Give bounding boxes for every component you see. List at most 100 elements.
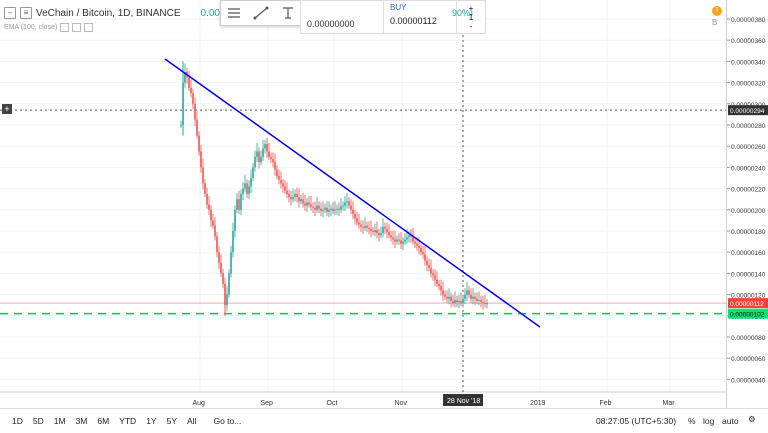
price-axis[interactable]: 0.00000380 0.00000360 0.00000340 0.00000320… — [726, 0, 768, 408]
buy-label: BUY — [390, 3, 407, 12]
quantity-stepper[interactable]: + 1 - — [456, 1, 485, 33]
candle-body — [422, 252, 424, 255]
auto-toggle[interactable]: auto — [722, 416, 739, 426]
candle-body — [388, 232, 390, 236]
candle-body — [278, 175, 280, 181]
candle-body — [406, 237, 408, 240]
candle-body — [342, 205, 344, 207]
symbol-flag-icon[interactable]: ≡ — [20, 7, 32, 19]
price-tick-label: 0.00000080 — [731, 335, 766, 342]
candle-body — [310, 204, 312, 207]
candle-body — [352, 209, 354, 215]
trendline[interactable] — [164, 58, 541, 328]
log-toggle[interactable]: log — [703, 416, 715, 426]
candle-body — [302, 199, 304, 204]
crosshair-date-bg — [443, 394, 483, 406]
drag-handle-icon[interactable] — [226, 6, 242, 20]
candle-body — [328, 209, 330, 212]
candle-body — [418, 245, 420, 248]
buy-price: 0.00000112 — [390, 16, 437, 26]
buy-button[interactable]: BUY 0.00000112 — [383, 1, 456, 33]
candle-body — [442, 290, 444, 295]
timeframe-all[interactable]: All — [187, 416, 197, 426]
candle-body — [298, 197, 300, 202]
price-tick-label: 0.00000200 — [731, 208, 766, 215]
ticker-b-icon: B — [712, 18, 718, 27]
indicator-settings-icon[interactable] — [72, 23, 82, 32]
support-price-label: 0.00000102 — [730, 312, 765, 319]
text-tool-icon[interactable] — [280, 6, 296, 20]
candle-body — [350, 205, 352, 210]
candle-body — [264, 144, 266, 149]
candle-body — [348, 201, 350, 206]
chart-area[interactable]: Aug Sep Oct Nov 2019 Feb Mar 28 Nov '18 — [0, 0, 726, 408]
price-chart[interactable]: Aug Sep Oct Nov 2019 Feb Mar 28 Nov '18 — [0, 0, 726, 408]
trendline-tool-icon[interactable] — [253, 6, 269, 20]
goto-button[interactable]: Go to... — [213, 416, 242, 426]
percent-toggle[interactable]: % — [688, 416, 696, 426]
timeframe-5y[interactable]: 5Y — [166, 416, 177, 426]
price-tick-label: 0.00000380 — [731, 17, 766, 24]
collapse-icon[interactable]: – — [4, 7, 16, 19]
timeframe-5d[interactable]: 5D — [32, 416, 44, 426]
crosshair-date-label: 28 Nov '18 — [447, 398, 480, 405]
candle-body — [198, 135, 200, 152]
quantity-plus[interactable]: + — [468, 3, 474, 13]
candle-body — [212, 220, 214, 226]
timeframe-ytd[interactable]: YTD — [119, 416, 137, 426]
timeframe-3m[interactable]: 3M — [75, 416, 88, 426]
candle-body — [380, 233, 382, 236]
support-price-label-bg — [728, 308, 768, 319]
candle-body — [318, 205, 320, 209]
sell-button[interactable]: 0.00000000 — [301, 1, 383, 33]
alert-icon[interactable]: ! — [712, 6, 722, 16]
price-tick-label: 0.00000340 — [731, 59, 766, 66]
symbol-title[interactable]: VeChain / Bitcoin, 1D, BINANCE — [36, 7, 181, 19]
candle-body — [414, 241, 416, 244]
price-tick-label: 0.00000140 — [731, 271, 766, 278]
candle-body — [346, 201, 348, 203]
bottom-bar: 1D 5D 1M 3M 6M YTD 1Y 5Y All Go to... 08:27:05 (… — [0, 408, 768, 433]
quantity-minus[interactable]: - — [469, 21, 473, 31]
candle-body — [402, 241, 404, 244]
timeframe-1d[interactable]: 1D — [12, 416, 23, 426]
last-price-label: 0.00000112 — [730, 301, 764, 308]
candle-body — [436, 279, 438, 284]
time-axis-label: 2019 — [530, 400, 546, 407]
candle-body — [356, 218, 358, 223]
candle-body — [308, 202, 310, 205]
indicator-remove-icon[interactable] — [84, 23, 94, 32]
candle-body — [304, 203, 306, 206]
timeframe-1y[interactable]: 1Y — [146, 416, 157, 426]
candle-body — [230, 252, 232, 274]
candle-body — [214, 225, 216, 237]
candle-body — [222, 273, 224, 284]
candle-body — [248, 186, 250, 194]
candle-body — [314, 207, 316, 210]
candle-body — [262, 148, 264, 157]
indicator-label[interactable]: EMA (100, close) — [4, 24, 58, 31]
timeframe-1m[interactable]: 1M — [53, 416, 66, 426]
candle-body — [292, 197, 294, 200]
candle-body — [472, 296, 474, 299]
add-alert-plus-icon[interactable]: + — [2, 104, 12, 114]
candle-body — [324, 207, 326, 210]
candle-body — [316, 205, 318, 210]
candle-body — [306, 202, 308, 206]
candle-body — [484, 303, 486, 305]
candle-body — [246, 183, 248, 194]
settings-icon[interactable]: ⚙ — [748, 414, 756, 424]
candle-body — [486, 303, 488, 305]
timeframe-6m[interactable]: 6M — [97, 416, 110, 426]
time-axis-label: Feb — [600, 400, 612, 407]
candle-body — [390, 235, 392, 238]
candle-body — [478, 299, 480, 301]
clock-label[interactable]: 08:27:05 (UTC+5:30) — [596, 416, 677, 426]
price-tick-label: 0.00000120 — [731, 293, 766, 300]
quantity-value: 1 — [468, 12, 474, 22]
candle-body — [456, 299, 458, 303]
candle-body — [424, 254, 426, 261]
candle-body — [250, 178, 252, 187]
price-axis-svg: 0.00000380 0.00000360 0.00000340 0.00000320… — [727, 17, 768, 384]
indicator-visibility-icon[interactable] — [60, 23, 70, 32]
